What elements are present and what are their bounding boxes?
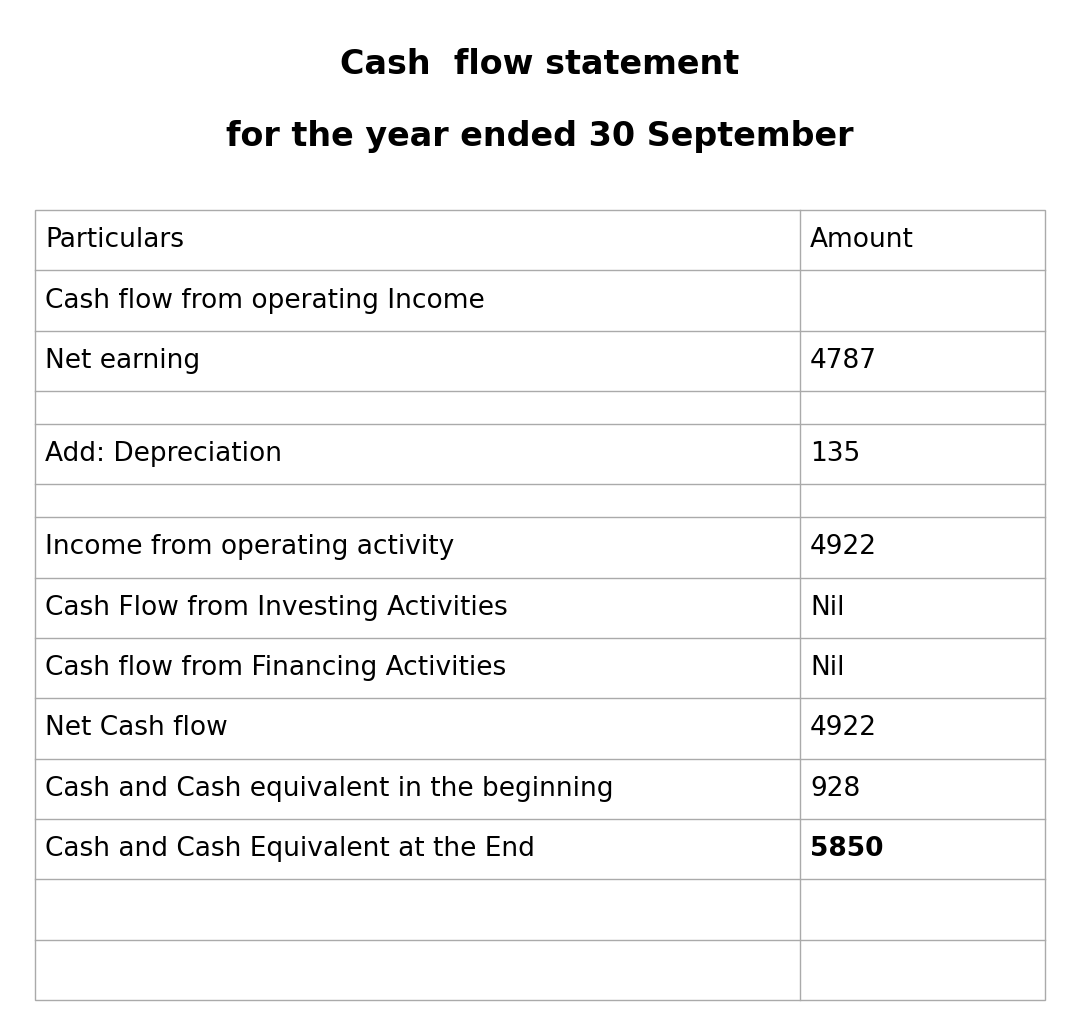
Text: Cash  flow statement: Cash flow statement	[340, 48, 740, 81]
Text: Nil: Nil	[810, 594, 845, 621]
Text: Amount: Amount	[810, 227, 914, 253]
Text: 4922: 4922	[810, 535, 877, 560]
Text: Nil: Nil	[810, 655, 845, 681]
Text: Income from operating activity: Income from operating activity	[45, 535, 455, 560]
Text: Particulars: Particulars	[45, 227, 184, 253]
Text: Cash and Cash Equivalent at the End: Cash and Cash Equivalent at the End	[45, 836, 535, 862]
Text: 135: 135	[810, 441, 861, 467]
Text: Cash flow from Financing Activities: Cash flow from Financing Activities	[45, 655, 507, 681]
Text: Cash Flow from Investing Activities: Cash Flow from Investing Activities	[45, 594, 508, 621]
Text: Net earning: Net earning	[45, 348, 200, 374]
Text: Add: Depreciation: Add: Depreciation	[45, 441, 282, 467]
Text: Net Cash flow: Net Cash flow	[45, 715, 228, 742]
Text: Cash flow from operating Income: Cash flow from operating Income	[45, 288, 485, 314]
Text: 928: 928	[810, 776, 861, 802]
Bar	[35, 210, 1045, 1000]
Text: for the year ended 30 September: for the year ended 30 September	[226, 120, 854, 153]
Text: Cash and Cash equivalent in the beginning: Cash and Cash equivalent in the beginnin…	[45, 776, 613, 802]
Text: 5850: 5850	[810, 836, 883, 862]
Text: 4922: 4922	[810, 715, 877, 742]
Text: 4787: 4787	[810, 348, 877, 374]
